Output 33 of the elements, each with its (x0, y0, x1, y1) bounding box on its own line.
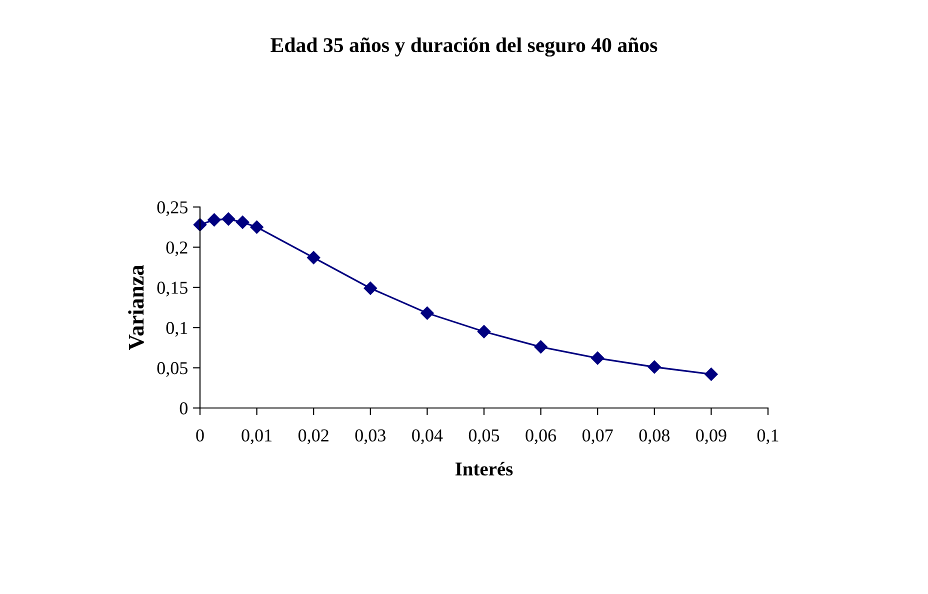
x-tick-label: 0,02 (298, 429, 328, 444)
y-tick-label: 0,05 (157, 362, 188, 377)
x-tick-label: 0,04 (412, 429, 443, 444)
point (236, 216, 250, 229)
y-tick-label: 0,1 (166, 322, 188, 337)
x-tick-label: 0,05 (468, 429, 500, 444)
point (591, 352, 604, 365)
point (477, 325, 491, 338)
y-tick-label: 0,2 (166, 241, 188, 256)
point (250, 220, 264, 234)
chart-title: Edad 35 años y duración del seguro 40 años (270, 37, 658, 57)
point (420, 306, 434, 320)
point (704, 368, 718, 381)
point (364, 282, 377, 295)
y-tick-label: 0 (180, 402, 188, 414)
x-tick-label: 0,06 (526, 429, 556, 444)
point (307, 251, 320, 264)
x-tick-label: 0,08 (639, 429, 670, 444)
y-tick-label: 0,15 (157, 282, 188, 296)
point (534, 340, 548, 354)
point (193, 218, 207, 232)
point (208, 213, 221, 226)
x-tick-label: 0,09 (696, 429, 726, 444)
point (648, 360, 661, 374)
point (222, 212, 235, 226)
y-axis-title: Varianza (128, 265, 144, 350)
x-tick-label: 0,01 (242, 429, 272, 444)
y-tick-label: 0,25 (157, 201, 188, 216)
x-axis-title: Interés (455, 462, 513, 476)
x-tick-label: 0 (196, 429, 204, 442)
x-tick-label: 0,1 (757, 429, 778, 444)
x-tick-label: 0,07 (582, 429, 613, 444)
x-tick-label: 0,03 (355, 429, 386, 444)
